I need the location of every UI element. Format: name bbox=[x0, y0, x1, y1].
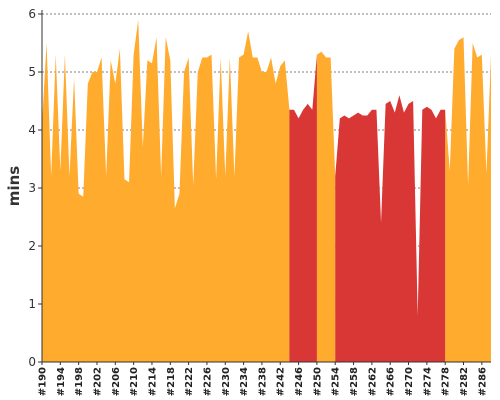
x-tick-label: #270 bbox=[404, 367, 415, 396]
x-tick-label: #214 bbox=[147, 367, 158, 396]
x-tick-labels: #190 #194 #198 #202 #206 #210 #214 #218 #222 #226… bbox=[38, 367, 489, 396]
x-tick-label: #202 bbox=[92, 367, 103, 396]
x-tick-label: #198 bbox=[74, 367, 85, 396]
x-tick-label: #254 bbox=[331, 367, 342, 396]
y-tick-label: 0 bbox=[28, 355, 36, 369]
y-tick-label: 1 bbox=[28, 297, 36, 311]
y-tick-label: 6 bbox=[28, 7, 36, 21]
axes bbox=[38, 10, 491, 365]
x-tick-label: #266 bbox=[386, 367, 397, 396]
area-series-1-segment bbox=[42, 19, 290, 363]
y-tick-label: 3 bbox=[28, 181, 36, 195]
x-tick-label: #278 bbox=[441, 367, 452, 396]
x-tick-label: #222 bbox=[184, 367, 195, 396]
area-series bbox=[42, 19, 491, 363]
x-tick-label: #226 bbox=[202, 367, 213, 396]
x-tick-label: #210 bbox=[129, 367, 140, 396]
y-tick-label: 2 bbox=[28, 239, 36, 253]
y-tick-labels: 0 1 2 3 4 5 6 bbox=[28, 7, 36, 369]
x-tick-label: #282 bbox=[459, 367, 470, 396]
x-tick-label: #258 bbox=[349, 367, 360, 396]
x-tick-label: #218 bbox=[166, 367, 177, 396]
x-tick-label: #206 bbox=[111, 367, 122, 396]
x-tick-label: #246 bbox=[294, 367, 305, 396]
x-tick-label: #238 bbox=[257, 367, 268, 396]
x-tick-label: #286 bbox=[477, 367, 488, 396]
x-tick-label: #262 bbox=[367, 367, 378, 396]
area-series-1-segment bbox=[445, 37, 491, 362]
area-series-2-segment bbox=[335, 95, 446, 362]
y-axis-label: mins bbox=[5, 166, 23, 206]
y-tick-label: 4 bbox=[28, 123, 36, 137]
x-tick-label: #274 bbox=[422, 367, 433, 396]
x-tick-label: #190 bbox=[38, 367, 49, 396]
area-series-2-segment bbox=[289, 54, 317, 362]
x-tick-label: #242 bbox=[276, 367, 287, 396]
area-series-1-segment bbox=[316, 51, 336, 362]
x-tick-label: #250 bbox=[312, 367, 323, 396]
x-tick-label: #194 bbox=[56, 367, 67, 396]
x-tick-label: #234 bbox=[239, 367, 250, 396]
y-tick-label: 5 bbox=[28, 65, 36, 79]
x-tick-label: #230 bbox=[221, 367, 232, 396]
